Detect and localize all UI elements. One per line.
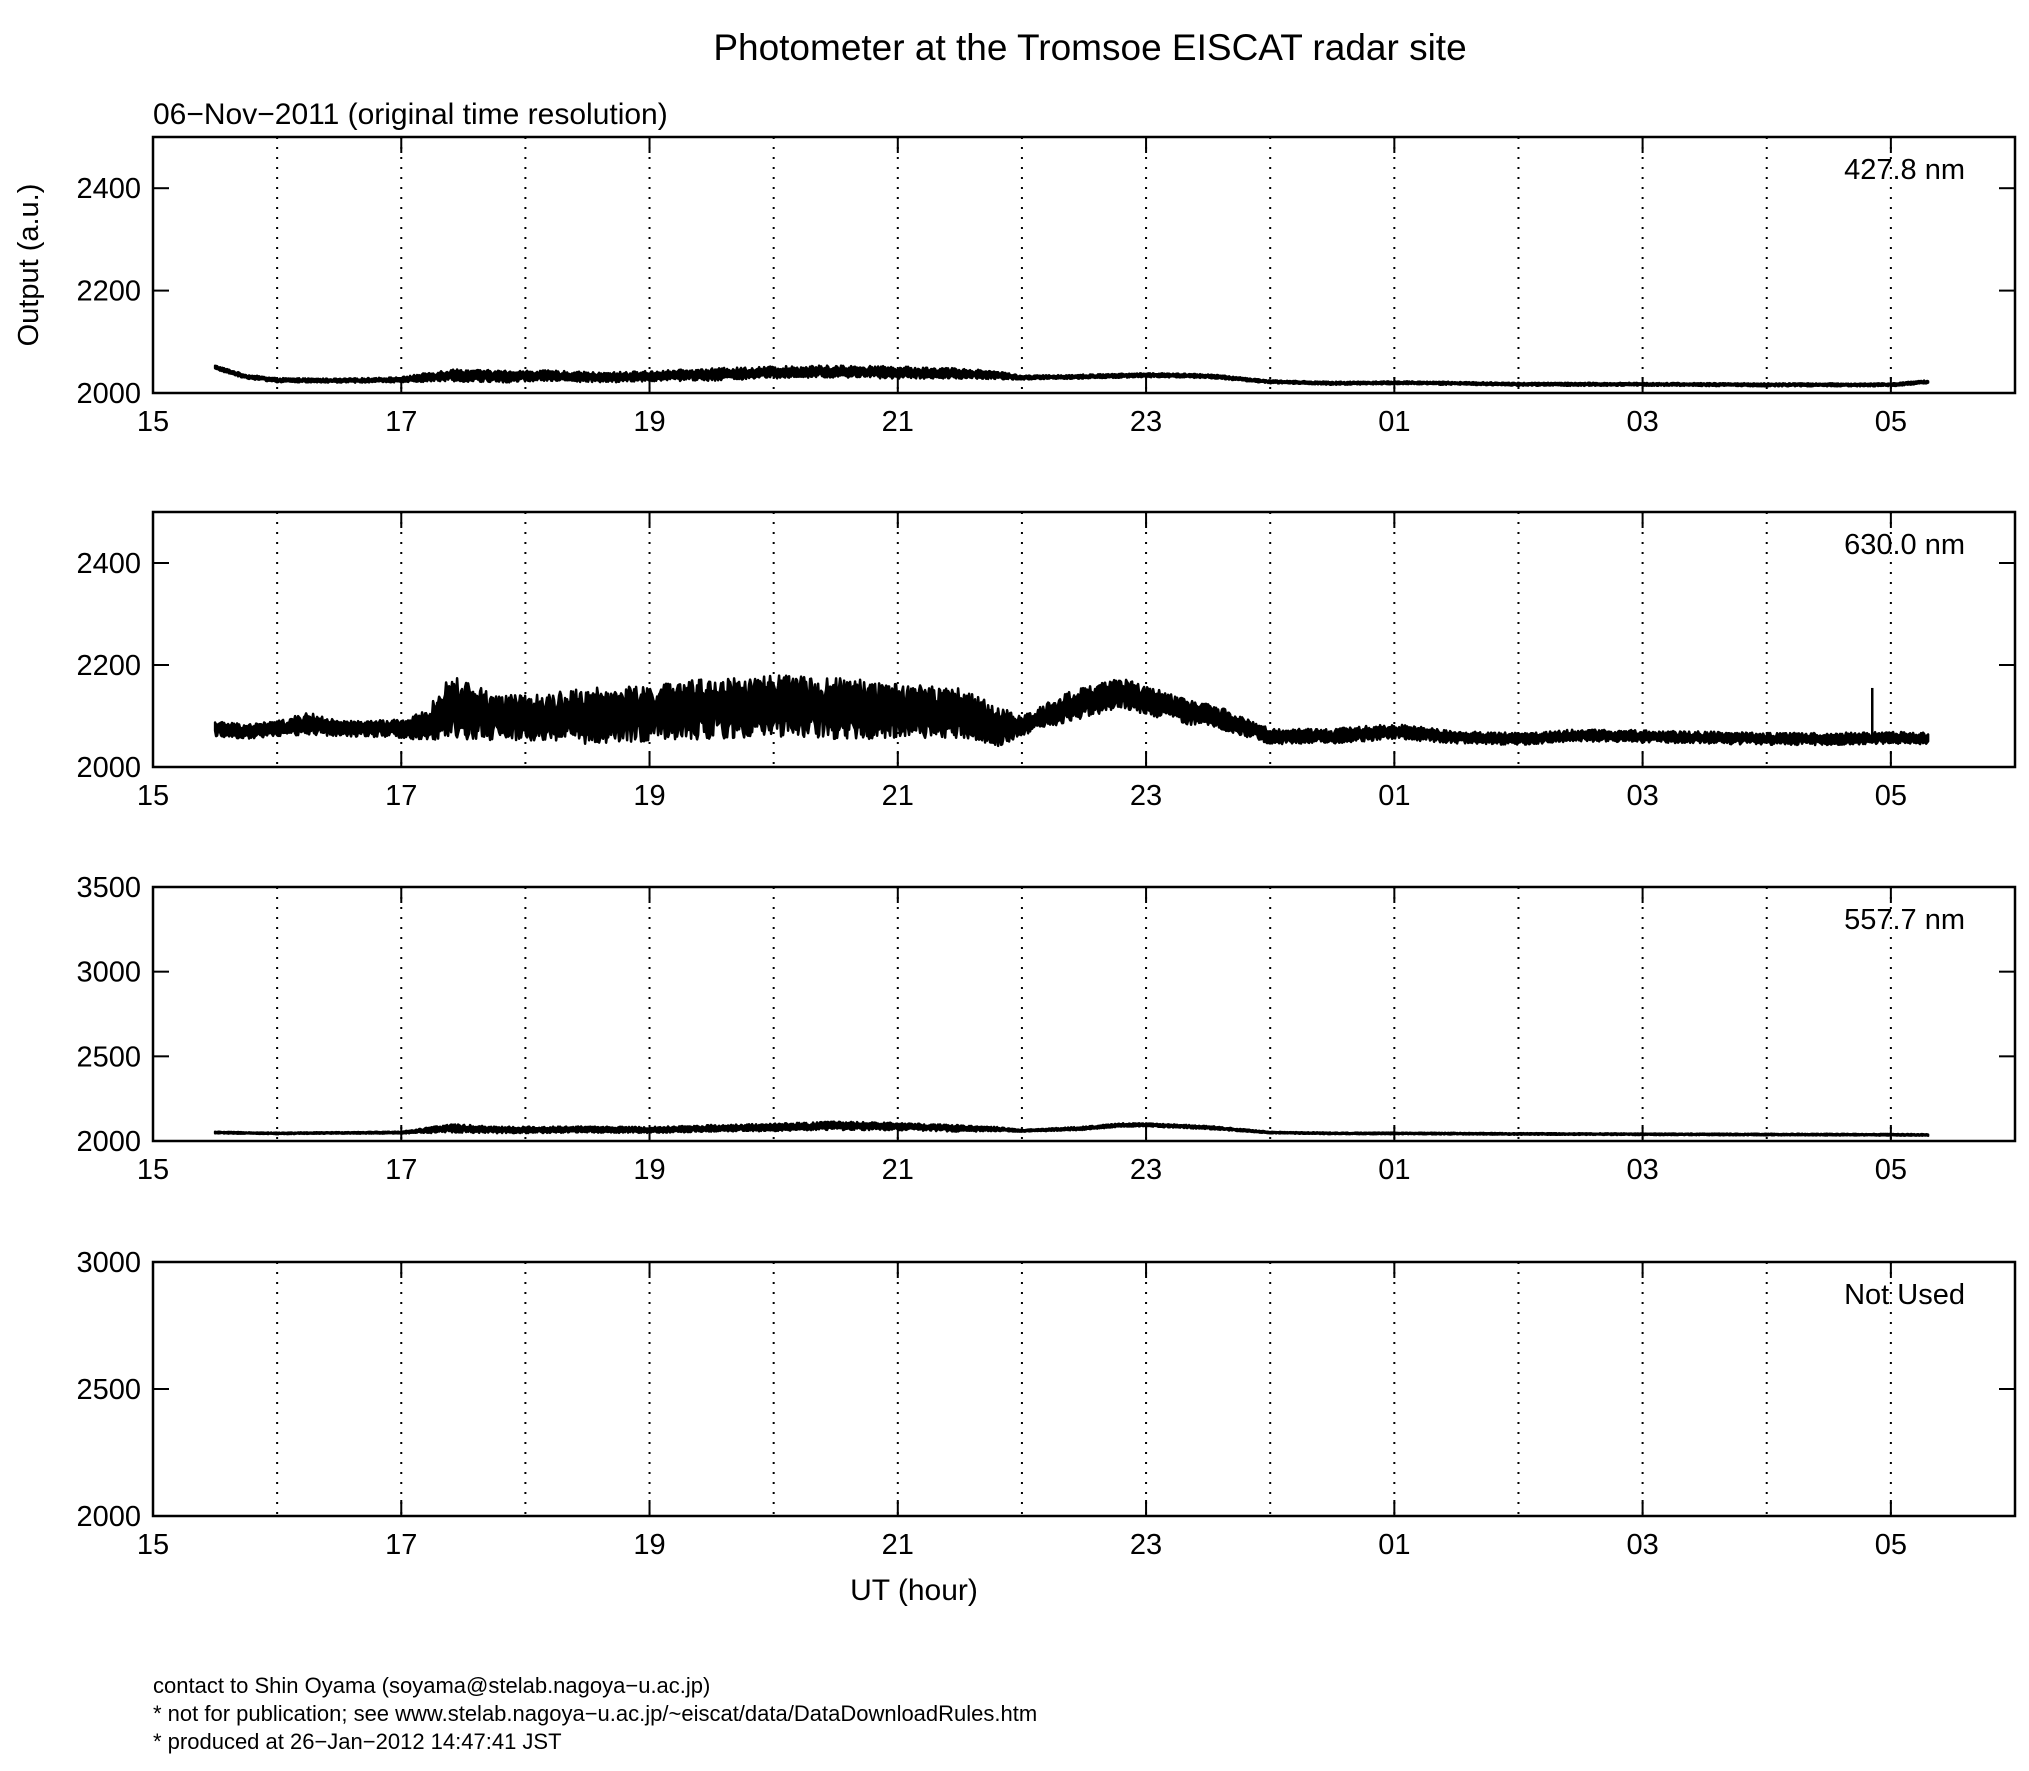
x-tick-label: 05 [1875,1154,1907,1186]
x-tick-label: 15 [137,1154,169,1186]
channel-label: 427.8 nm [1844,154,1965,186]
x-tick-label: 03 [1626,780,1658,812]
y-tick-label: 2500 [76,1041,141,1073]
x-tick-label: 03 [1626,406,1658,438]
x-tick-label: 19 [633,1529,665,1561]
x-tick-label: 19 [633,780,665,812]
y-tick-label: 3500 [76,872,141,904]
y-tick-label: 2500 [76,1374,141,1406]
y-tick-label: 2000 [76,378,141,410]
y-tick-label: 2400 [76,173,141,205]
y-tick-label: 2200 [76,650,141,682]
x-tick-label: 17 [385,406,417,438]
x-tick-label: 05 [1875,406,1907,438]
y-tick-label: 2400 [76,548,141,580]
x-tick-label: 05 [1875,1529,1907,1561]
panel-1: 2000 2200 2400 15 17 19 21 23 01 03 05 427.8 nm Outp… [13,135,2017,438]
x-tick-label: 05 [1875,780,1907,812]
x-tick-label: 03 [1626,1154,1658,1186]
axes-box [151,135,2017,395]
x-axis-label: UT (hour) [850,1574,978,1607]
x-tick-label: 19 [633,1154,665,1186]
y-tick-label: 3000 [76,957,141,989]
axes-box [151,1260,2017,1518]
x-tick-label: 21 [882,406,914,438]
footer-produced-at: * produced at 26−Jan−2012 14:47:41 JST [153,1729,562,1754]
figure-subtitle: 06−Nov−2011 (original time resolution) [153,98,668,131]
footer-notes: contact to Shin Oyama (soyama@stelab.nag… [153,1672,1037,1756]
panel-2: 2000 2200 2400 15 17 19 21 23 01 03 05 630.0 nm [76,510,2017,812]
y-tick-label: 2000 [76,1501,141,1533]
x-tick-label: 15 [137,1529,169,1561]
x-tick-label: 01 [1378,780,1410,812]
x-tick-label: 23 [1130,780,1162,812]
y-tick-label: 2000 [76,1126,141,1158]
channel-label: 630.0 nm [1844,529,1965,561]
x-tick-label: 21 [882,1529,914,1561]
x-tick-label: 01 [1378,1154,1410,1186]
x-tick-label: 19 [633,406,665,438]
y-tick-label: 3000 [76,1247,141,1279]
axes-box [151,885,2017,1143]
channel-label: 557.7 nm [1844,904,1965,936]
x-tick-label: 17 [385,780,417,812]
y-tick-label: 2000 [76,752,141,784]
panels-group: 2000 2200 2400 15 17 19 21 23 01 03 05 427.8 nm Outp… [13,135,2017,1607]
series-trace [213,1120,1930,1137]
x-tick-label: 23 [1130,406,1162,438]
x-tick-label: 23 [1130,1154,1162,1186]
x-tick-label: 21 [882,780,914,812]
x-tick-label: 15 [137,780,169,812]
x-tick-label: 23 [1130,1529,1162,1561]
y-axis-label: Output (a.u.) [13,184,45,347]
footer-contact: contact to Shin Oyama (soyama@stelab.nag… [153,1673,711,1698]
x-tick-label: 01 [1378,406,1410,438]
series-trace [213,364,1930,388]
x-tick-label: 15 [137,406,169,438]
x-tick-label: 17 [385,1154,417,1186]
x-tick-label: 01 [1378,1529,1410,1561]
panel-4: 2000 2500 3000 15 17 19 21 23 01 03 05 Not Used UT (… [76,1247,2017,1607]
series-trace [213,674,1930,748]
x-tick-label: 03 [1626,1529,1658,1561]
figure-title: Photometer at the Tromsoe EISCAT radar s… [713,27,1466,68]
channel-label: Not Used [1844,1279,1965,1311]
panel-3: 2000 2500 3000 3500 15 17 19 21 23 01 03 05 557.7 nm [76,872,2017,1186]
x-tick-label: 17 [385,1529,417,1561]
x-tick-label: 21 [882,1154,914,1186]
axes-box [151,510,2017,769]
y-tick-label: 2200 [76,276,141,308]
footer-publication-note: * not for publication; see www.stelab.na… [153,1701,1038,1726]
